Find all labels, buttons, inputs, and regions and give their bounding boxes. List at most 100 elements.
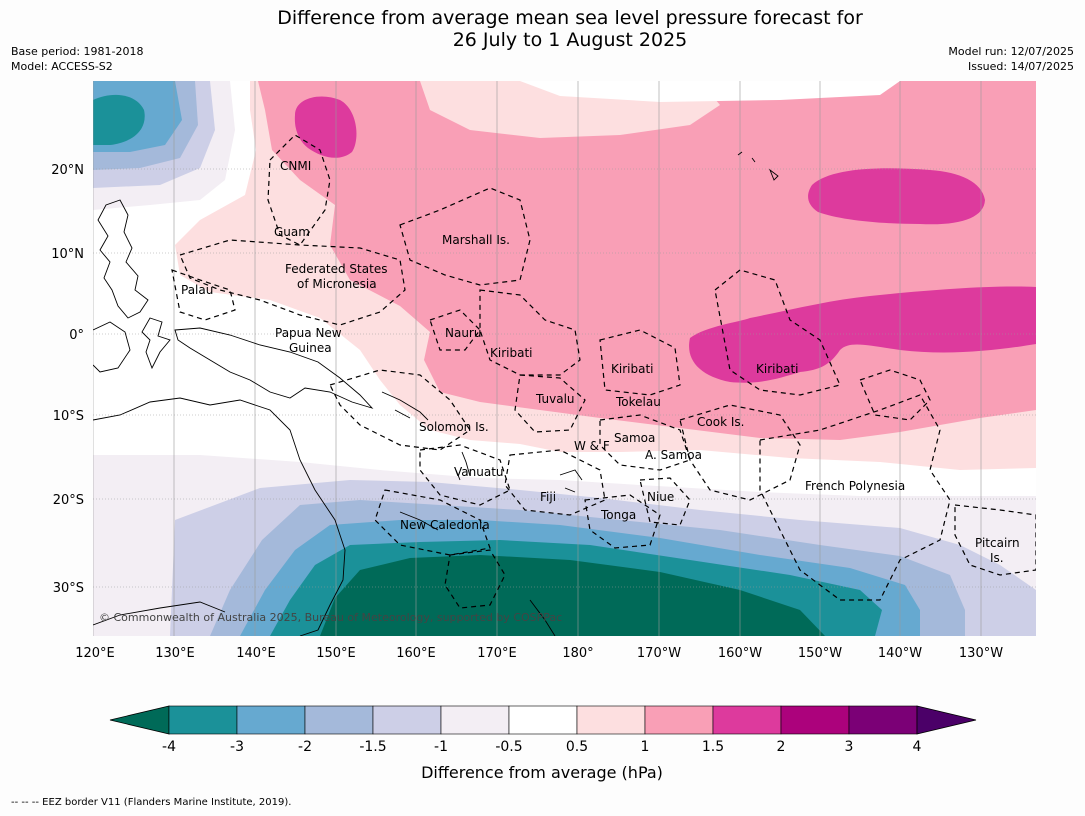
label-kiribati-w: Kiribati: [490, 346, 532, 360]
cb-tick: -0.5: [495, 739, 522, 755]
label-kiribati-c: Kiribati: [611, 362, 653, 376]
coast-philippines: [97, 199, 149, 319]
eez-solomons: [329, 369, 471, 451]
cb-tick: 3: [845, 739, 854, 755]
lat-label: 30°S: [53, 581, 84, 596]
eez-vanuatu: [419, 444, 511, 506]
colorbar-segment: [304, 705, 374, 735]
lon-label: 140°W: [878, 646, 922, 661]
lon-label: 140°E: [236, 646, 276, 661]
longitude-labels: 120°E 130°E 140°E 150°E 160°E 170°E 180°…: [75, 646, 1003, 661]
eez-french-polynesia: [759, 394, 951, 601]
model-name: Model: ACCESS-S2: [11, 60, 113, 73]
cb-tick: -4: [162, 739, 176, 755]
coast-solomons: [381, 391, 429, 421]
colorbar-segment: [644, 705, 714, 735]
cb-tick: 0.5: [566, 739, 588, 755]
eez-borders: [171, 134, 1036, 609]
lat-label: 20°S: [53, 493, 84, 508]
eez-fiji: [504, 449, 606, 516]
map-gridlines: [93, 81, 1036, 636]
label-cook: Cook Is.: [697, 415, 744, 429]
colorbar-label: Difference from average (hPa): [421, 763, 663, 782]
eez-kiribati-e: [714, 269, 841, 396]
lon-label: 150°E: [316, 646, 356, 661]
cb-tick: -3: [230, 739, 244, 755]
coast-new-zealand: [529, 599, 556, 636]
label-tokelau: Tokelau: [615, 395, 661, 409]
colorbar-tick-labels: -4 -3 -2 -1.5 -1 -0.5 0.5 1 1.5 2 3 4: [162, 739, 922, 755]
lon-label: 130°E: [155, 646, 195, 661]
label-tonga: Tonga: [600, 508, 636, 522]
contour-pos-1: [258, 81, 1036, 440]
label-kiribati-e: Kiribati: [756, 362, 798, 376]
chart-title: Difference from average mean sea level p…: [0, 7, 1085, 51]
eez-marshall: [399, 187, 531, 286]
eez-footnote: -- -- -- EEZ border V11 (Flanders Marine…: [11, 797, 292, 808]
eez-kiribati-w: [479, 289, 581, 376]
label-wallis-futuna: W & F: [574, 439, 610, 453]
cb-tick: -1.5: [359, 739, 386, 755]
label-fsm-2: of Micronesia: [297, 277, 377, 291]
cb-tick: -1: [434, 739, 448, 755]
meta-left: Base period: 1981-2018 Model: ACCESS-S2: [11, 44, 143, 74]
coast-borneo: [93, 321, 131, 373]
coast-vanuatu: [455, 451, 471, 481]
eez-niue: [639, 477, 691, 526]
label-cnmi: CNMI: [280, 159, 311, 173]
base-period: Base period: 1981-2018: [11, 45, 144, 58]
copyright-text: © Commonwealth of Australia 2025, Bureau…: [99, 611, 562, 624]
eez-nz-kermadec: [444, 549, 506, 609]
label-french-polynesia: French Polynesia: [805, 479, 905, 493]
colorbar-segment: [712, 705, 782, 735]
lon-label: 170°E: [477, 646, 517, 661]
label-samoa: Samoa: [614, 431, 655, 445]
eez-fp-north: [859, 369, 931, 421]
model-run: Model run: 12/07/2025: [948, 45, 1074, 58]
cb-tick: 1: [641, 739, 650, 755]
contour-pos-1.5-cnmi: [294, 96, 357, 158]
label-pitcairn-1: Pitcairn: [975, 536, 1020, 550]
colorbar-segment: [780, 705, 850, 735]
lat-label: 10°N: [51, 247, 84, 262]
lat-label: 20°N: [51, 163, 84, 178]
label-vanuatu: Vanuatu: [454, 465, 504, 479]
contour-white-gap-2: [520, 81, 900, 102]
lon-label: 150°W: [798, 646, 842, 661]
lon-label: 120°E: [75, 646, 115, 661]
label-solomon: Solomon Is.: [419, 420, 489, 434]
lon-label: 160°W: [718, 646, 762, 661]
eez-cook: [679, 404, 801, 501]
title-line-2: 26 July to 1 August 2025: [452, 29, 688, 51]
eez-tonga: [584, 494, 661, 549]
contour-pos-1.5-equator: [689, 286, 1036, 383]
lon-label: 170°W: [637, 646, 681, 661]
label-marshall: Marshall Is.: [442, 233, 510, 247]
latitude-labels: 20°N 10°N 0° 10°S 20°S 30°S: [51, 163, 84, 596]
label-new-caledonia: New Caledonia: [400, 518, 490, 532]
colorbar-segment: [236, 705, 306, 735]
label-pitcairn-2: Is.: [990, 551, 1004, 565]
colorbar-low-extend: [109, 705, 170, 735]
lat-label: 0°: [69, 328, 84, 343]
lon-label: 160°E: [396, 646, 436, 661]
eez-samoa: [599, 414, 691, 471]
cb-tick: 4: [913, 739, 922, 755]
coast-australia: [93, 397, 346, 636]
colorbar-segment: [440, 705, 510, 735]
eez-new-caledonia: [374, 489, 491, 556]
eez-nauru: [429, 309, 481, 351]
colorbar-segments: [168, 705, 918, 735]
map-panel: CNMI Guam Marshall Is. Federated States …: [93, 81, 1036, 636]
coast-new-caledonia: [399, 511, 439, 531]
colorbar-segment: [848, 705, 918, 735]
lon-label: 130°W: [959, 646, 1003, 661]
label-png-1: Papua New: [275, 326, 342, 340]
label-american-samoa: A. Samoa: [645, 448, 702, 462]
colorbar-segment: [168, 705, 238, 735]
label-fiji: Fiji: [540, 490, 556, 504]
issued-date: Issued: 14/07/2025: [967, 60, 1074, 73]
lat-label: 10°S: [53, 409, 84, 424]
colorbar-segment: [372, 705, 442, 735]
